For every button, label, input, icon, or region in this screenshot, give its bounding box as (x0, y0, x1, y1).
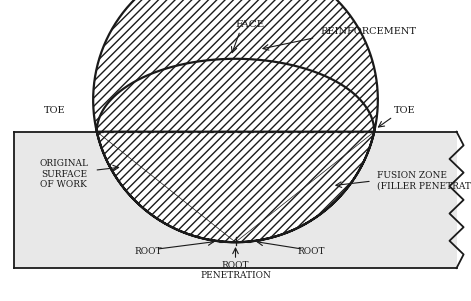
Text: FACE: FACE (235, 20, 264, 29)
Polygon shape (93, 0, 378, 242)
Text: ROOT: ROOT (297, 247, 325, 256)
Text: TOE: TOE (394, 106, 415, 115)
Text: REINFORCEMENT: REINFORCEMENT (320, 27, 416, 36)
Text: ORIGINAL
SURFACE
OF WORK: ORIGINAL SURFACE OF WORK (40, 159, 89, 189)
Text: FUSION ZONE
(FILLER PENETRATION): FUSION ZONE (FILLER PENETRATION) (377, 171, 471, 191)
Polygon shape (93, 0, 378, 242)
Polygon shape (15, 132, 456, 268)
Text: ROOT: ROOT (135, 247, 162, 256)
Polygon shape (236, 132, 374, 242)
Text: TOE: TOE (44, 106, 65, 115)
Text: ROOT
PENETRATION: ROOT PENETRATION (200, 261, 271, 281)
